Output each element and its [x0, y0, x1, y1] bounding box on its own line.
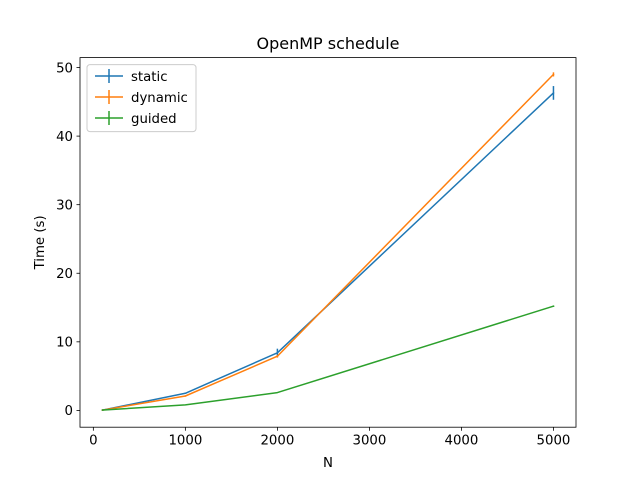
series-line-static	[101, 91, 555, 411]
y-tick-label: 40	[56, 130, 73, 145]
legend-item-static: static	[95, 69, 168, 85]
legend-label: static	[131, 70, 168, 85]
y-tick-label: 20	[56, 267, 73, 282]
series-line-guided	[101, 305, 555, 411]
x-tick-label: 0	[89, 434, 97, 449]
legend-box	[86, 64, 197, 133]
y-tick-label: 0	[65, 404, 73, 419]
y-axis: 0 10 20 30 40 50	[56, 61, 80, 419]
chart-title: OpenMP schedule	[257, 34, 400, 53]
legend-item-guided: guided	[95, 111, 177, 127]
x-tick-label: 4000	[445, 434, 479, 449]
y-axis-label: Time (s)	[33, 215, 48, 270]
legend-label: dynamic	[131, 91, 188, 106]
series-line-dynamic	[101, 73, 555, 411]
legend-item-dynamic: dynamic	[95, 90, 188, 106]
x-tick-label: 1000	[168, 434, 202, 449]
x-tick-label: 3000	[352, 434, 386, 449]
y-tick-label: 50	[56, 61, 73, 76]
plot-area	[101, 72, 555, 411]
legend: static dynamic guided	[86, 64, 197, 133]
legend-label: guided	[131, 112, 177, 127]
x-axis: 0 1000 2000 3000 4000 5000	[89, 427, 570, 449]
y-tick-label: 30	[56, 198, 73, 213]
y-tick-label: 10	[56, 336, 73, 351]
x-tick-label: 2000	[260, 434, 294, 449]
x-axis-label: N	[323, 456, 333, 471]
axes-frame	[79, 57, 577, 428]
series-guided	[101, 305, 555, 411]
x-tick-label: 5000	[537, 434, 571, 449]
